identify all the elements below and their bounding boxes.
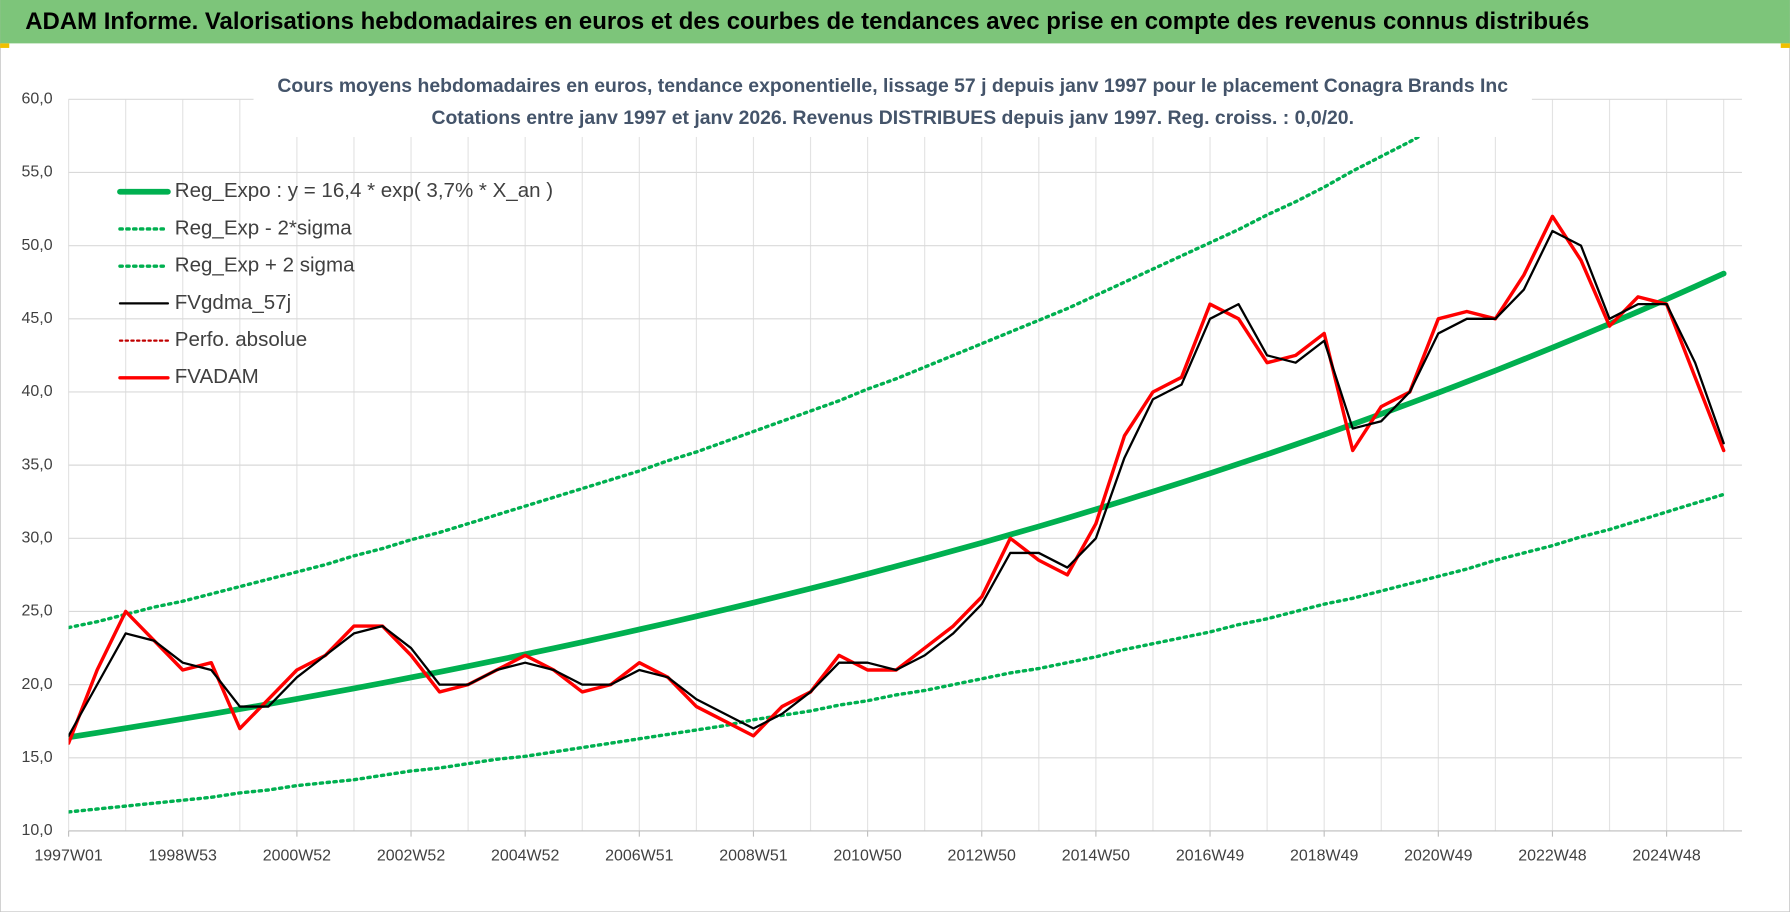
y-tick-label: 55,0 [22,164,53,181]
x-tick-label: 1997W01 [34,847,102,864]
y-tick-label: 20,0 [22,676,53,693]
x-tick-label: 2008W51 [719,847,787,864]
x-tick-label: 2016W49 [1176,847,1244,864]
y-tick-label: 30,0 [22,530,53,547]
x-tick-label: 2006W51 [605,847,673,864]
y-tick-label: 25,0 [22,603,53,620]
x-tick-label: 2012W50 [948,847,1016,864]
x-tick-label: 2014W50 [1062,847,1130,864]
x-tick-label: 2018W49 [1290,847,1358,864]
y-tick-label: 50,0 [22,237,53,254]
legend-label: FVgdma_57j [175,291,291,314]
y-tick-label: 15,0 [22,749,53,766]
series-line [68,270,1727,741]
y-tick-label: 60,0 [22,91,53,108]
series-line [68,492,1726,814]
x-tick-label: 2020W49 [1404,847,1472,864]
series-line [68,229,1725,737]
x-tick-label: 2004W52 [491,847,559,864]
legend-label: FVADAM [175,365,259,388]
y-tick-label: 45,0 [22,310,53,327]
header-title: ADAM Informe. Valorisations hebdomadaire… [25,8,1589,35]
y-tick-label: 10,0 [22,822,53,839]
x-tick-label: 1998W53 [149,847,217,864]
legend-label: Reg_Exp + 2 sigma [175,254,355,277]
legend-label: Reg_Exp - 2*sigma [175,216,352,239]
y-tick-label: 40,0 [22,383,53,400]
x-tick-label: 2024W48 [1632,847,1700,864]
x-tick-label: 2022W48 [1518,847,1586,864]
x-tick-label: 2002W52 [377,847,445,864]
legend-label: Perfo. absolue [175,328,307,351]
x-tick-label: 2000W52 [263,847,331,864]
legend-label: Reg_Expo : y = 16,4 * exp( 3,7% * X_an ) [175,179,553,202]
x-tick-label: 2010W50 [833,847,901,864]
chart-subtitle: Cotations entre janv 1997 et janv 2026. … [431,107,1354,129]
y-tick-label: 35,0 [22,456,53,473]
header-band [0,0,1790,44]
corner-mark [1780,43,1790,48]
corner-mark [0,43,10,48]
chart-title: Cours moyens hebdomadaires en euros, ten… [277,75,1508,97]
title-box [253,68,1532,137]
